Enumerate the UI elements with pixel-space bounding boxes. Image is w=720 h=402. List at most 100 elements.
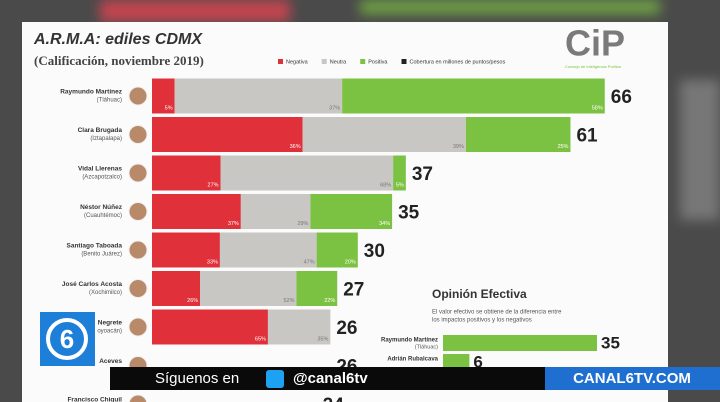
segment-label: 37% [228, 221, 239, 227]
segment-label: 68% [380, 182, 391, 188]
bar-segment [152, 155, 221, 191]
segment-label: 52% [283, 298, 294, 304]
category-name: Aceves [99, 358, 122, 365]
legend-label: Cobertura en millones de puntos/pesos [410, 59, 506, 65]
bar-segment [152, 309, 268, 345]
total-label: 27 [343, 280, 364, 301]
segment-label: 37% [329, 105, 340, 111]
legend-label: Positiva [368, 59, 388, 65]
bar-segment [240, 194, 311, 229]
category-name: Clara Brugada [78, 127, 123, 134]
category-sublabel: (Tláhuac) [97, 98, 122, 104]
segment-label: 26% [187, 298, 198, 304]
category-name: Francisco Chiguil [67, 397, 122, 402]
segment-label: 39% [453, 144, 464, 150]
chart-subtitle: (Calificación, noviembre 2019) [34, 53, 204, 68]
bar-segment [152, 78, 175, 114]
bar-segment [316, 232, 358, 268]
category-sublabel: (Azcapotzalco) [82, 175, 122, 181]
handle: @canal6tv [293, 370, 368, 387]
inset-bar [443, 335, 597, 351]
bar-segment [174, 78, 343, 114]
category-sublabel: (Xochimilco) [89, 290, 122, 296]
bar-segment [219, 232, 317, 268]
segment-label: 22% [324, 298, 335, 304]
inset-sublabel: (Tláhuac) [415, 344, 438, 350]
total-label: 37 [412, 164, 433, 185]
inset-value: 6 [473, 352, 482, 371]
total-label: 66 [611, 87, 632, 108]
avatar [128, 163, 148, 183]
category-sublabel: oyoacán) [97, 329, 122, 335]
bar-segment [302, 117, 466, 152]
inset-note: los impactos positivos y los negativos [432, 318, 532, 324]
segment-label: 33% [207, 259, 218, 265]
segment-label: 5% [396, 182, 404, 188]
total-label: 24 [323, 395, 345, 402]
avatar [128, 279, 148, 298]
site-banner [545, 367, 720, 390]
segment-label: 35% [317, 336, 328, 342]
segment-label: 20% [345, 259, 356, 265]
category-sublabel: (Benito Juárez) [81, 252, 122, 258]
bar-segment [267, 309, 331, 345]
bar-segment [152, 271, 201, 306]
bar-segment [152, 117, 303, 152]
legend-swatch [321, 59, 327, 64]
bar-segment [310, 194, 393, 229]
avatar [128, 86, 148, 106]
segment-label: 47% [304, 259, 315, 265]
total-label: 30 [364, 241, 385, 262]
chart-area: Negativa Neutra Positiva Cobertura en millo… [60, 59, 632, 402]
channel-number: 6 [60, 324, 74, 354]
inset-name: Adrián Rubalcava [387, 357, 438, 363]
category-sublabel: (Cuauhtémoc) [84, 213, 122, 219]
segment-label: 65% [255, 336, 266, 342]
category-name: Raymundo Martínez [60, 89, 123, 96]
bar-segment [200, 271, 297, 306]
segment-label: 36% [290, 144, 301, 150]
legend-label: Neutra [330, 59, 347, 65]
inset-name: Raymundo Martínez [381, 338, 438, 344]
legend-swatch [278, 59, 283, 64]
segment-label: 34% [379, 221, 390, 227]
bar-segment [152, 194, 241, 229]
legend-swatch [360, 59, 366, 64]
total-label: 35 [398, 203, 420, 224]
category-name: Vidal Llerenas [78, 166, 122, 173]
segment-label: 58% [592, 105, 603, 111]
inset-note: El valor efectivo se obtiene de la difer… [432, 310, 562, 316]
segment-label: 5% [165, 105, 173, 111]
legend-swatch [401, 59, 407, 64]
inset-bar [443, 354, 470, 370]
logo: CiP [565, 23, 625, 64]
avatar [128, 240, 148, 260]
bar-segment [342, 78, 605, 114]
avatar [128, 125, 148, 144]
blurred-backdrop [100, 0, 720, 220]
follow-text: Síguenos en [155, 370, 239, 387]
avatar [128, 317, 148, 337]
legend-label: Negativa [286, 59, 309, 65]
chart-title: A.R.M.A: ediles CDMX [33, 31, 203, 48]
channel-logo-ring [46, 318, 88, 360]
bar-segment [393, 155, 406, 191]
category-name: Santiago Taboada [67, 243, 123, 250]
logo-caption: Consejo de Inteligencia Política [565, 64, 622, 69]
inset-title: Opinión Efectiva [432, 287, 527, 301]
bar-segment [296, 271, 338, 306]
bar-segment [465, 117, 571, 152]
category-sublabel: (Iztapalapa) [90, 136, 122, 142]
segment-label: 29% [297, 221, 308, 227]
total-label: 61 [576, 126, 598, 147]
segment-label: 27% [208, 182, 219, 188]
site: CANAL6TV.COM [573, 370, 691, 387]
twitter-icon [266, 370, 284, 388]
bar-segment [152, 232, 220, 268]
avatar [128, 394, 148, 402]
avatar [128, 202, 148, 221]
category-name: Néstor Núñez [80, 204, 123, 211]
follow-banner [110, 367, 545, 390]
